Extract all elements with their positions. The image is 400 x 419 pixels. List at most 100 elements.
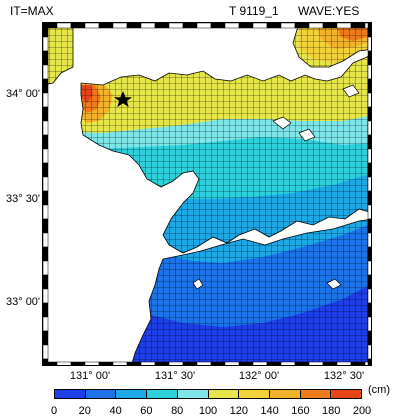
border-tick — [280, 23, 296, 29]
coastline — [43, 23, 371, 365]
border-tick — [210, 23, 226, 29]
border-tick — [367, 330, 371, 346]
border-tick — [252, 361, 268, 365]
lat-label-33-30: 33° 30' — [6, 193, 41, 205]
border-tick — [336, 23, 352, 29]
border-tick — [350, 23, 366, 29]
colorbar-tick-label: 0 — [50, 405, 58, 417]
border-tick — [280, 361, 296, 365]
border-tick — [43, 274, 49, 290]
colorbar-segment — [208, 390, 240, 398]
colorbar-segment — [269, 390, 301, 398]
colorbar-tick-label: 180 — [322, 405, 341, 417]
border-tick — [43, 232, 49, 248]
colorbar — [54, 389, 362, 399]
colorbar-segment — [239, 390, 270, 398]
colorbar-segment — [55, 390, 86, 398]
border-tick — [43, 344, 49, 360]
border-tick — [56, 23, 72, 29]
border-tick — [308, 23, 324, 29]
border-tick — [56, 361, 72, 365]
border-tick — [367, 134, 371, 150]
colorbar-tick-label: 140 — [260, 405, 279, 417]
border-tick — [43, 176, 49, 192]
border-tick — [367, 148, 371, 164]
border-tick — [350, 361, 366, 365]
border-tick — [224, 23, 240, 29]
colorbar-segment — [331, 390, 362, 398]
colorbar-segment — [147, 390, 178, 398]
border-tick — [43, 134, 49, 150]
border-tick — [43, 64, 49, 80]
border-tick — [367, 176, 371, 192]
border-tick — [367, 316, 371, 332]
border-tick — [238, 23, 254, 29]
border-tick — [43, 246, 49, 262]
border-tick — [367, 288, 371, 304]
border-tick — [43, 92, 49, 108]
lon-label-131-30: 131° 30' — [154, 370, 196, 382]
border-tick — [182, 361, 198, 365]
border-tick — [367, 36, 371, 52]
colorbar-tick-label: 40 — [109, 405, 122, 417]
border-tick — [367, 64, 371, 80]
border-tick — [84, 361, 100, 365]
colorbar-segment — [85, 390, 117, 398]
border-tick — [294, 361, 310, 365]
border-tick — [43, 148, 49, 164]
colorbar-tick-label: 160 — [291, 405, 310, 417]
border-tick — [367, 302, 371, 318]
border-tick — [367, 274, 371, 290]
islands — [192, 84, 360, 290]
lon-label-132-00: 132° 00' — [238, 370, 280, 382]
border-tick — [168, 23, 184, 29]
border-tick — [112, 23, 128, 29]
border-tick — [140, 361, 156, 365]
colorbar-segment — [300, 390, 332, 398]
colorbar-tick-label: 120 — [229, 405, 248, 417]
border-tick — [43, 36, 49, 52]
star-icon — [114, 91, 132, 107]
colorbar-unit: (cm) — [368, 384, 390, 396]
lon-label-132-30: 132° 30' — [323, 370, 365, 382]
border-tick — [367, 78, 371, 94]
border-tick — [367, 218, 371, 234]
border-tick — [252, 23, 268, 29]
border-tick — [182, 23, 198, 29]
border-tick — [43, 190, 49, 206]
surge-map — [42, 22, 372, 366]
border-tick — [367, 92, 371, 108]
border-tick — [367, 23, 371, 38]
border-tick — [43, 162, 49, 178]
border-tick — [98, 361, 114, 365]
border-tick — [266, 23, 282, 29]
border-tick — [367, 162, 371, 178]
border-tick — [43, 23, 49, 38]
border-tick — [112, 361, 128, 365]
colorbar-tick-label: 80 — [171, 405, 184, 417]
border-tick — [43, 50, 49, 66]
border-tick — [43, 316, 49, 332]
border-tick — [43, 204, 49, 220]
wave-flag-label: WAVE:YES — [298, 4, 360, 18]
run-id-label: IT=MAX — [10, 4, 54, 18]
border-tick — [98, 23, 114, 29]
border-tick — [367, 120, 371, 136]
border-tick — [43, 302, 49, 318]
border-tick — [43, 330, 49, 346]
colorbar-tick-label: 20 — [78, 405, 91, 417]
border-tick — [154, 361, 170, 365]
border-tick — [367, 246, 371, 262]
border-tick — [43, 288, 49, 304]
colorbar-tick-label: 200 — [352, 405, 372, 417]
border-tick — [367, 190, 371, 206]
border-tick — [308, 361, 324, 365]
colorbar-segment — [177, 390, 209, 398]
border-tick — [154, 23, 170, 29]
colorbar-segment — [116, 390, 148, 398]
border-tick — [43, 120, 49, 136]
border-tick — [294, 23, 310, 29]
typhoon-id-label: T 9119_1 — [229, 4, 279, 18]
lon-label-131-00: 131° 00' — [69, 370, 111, 382]
border-tick — [224, 361, 240, 365]
